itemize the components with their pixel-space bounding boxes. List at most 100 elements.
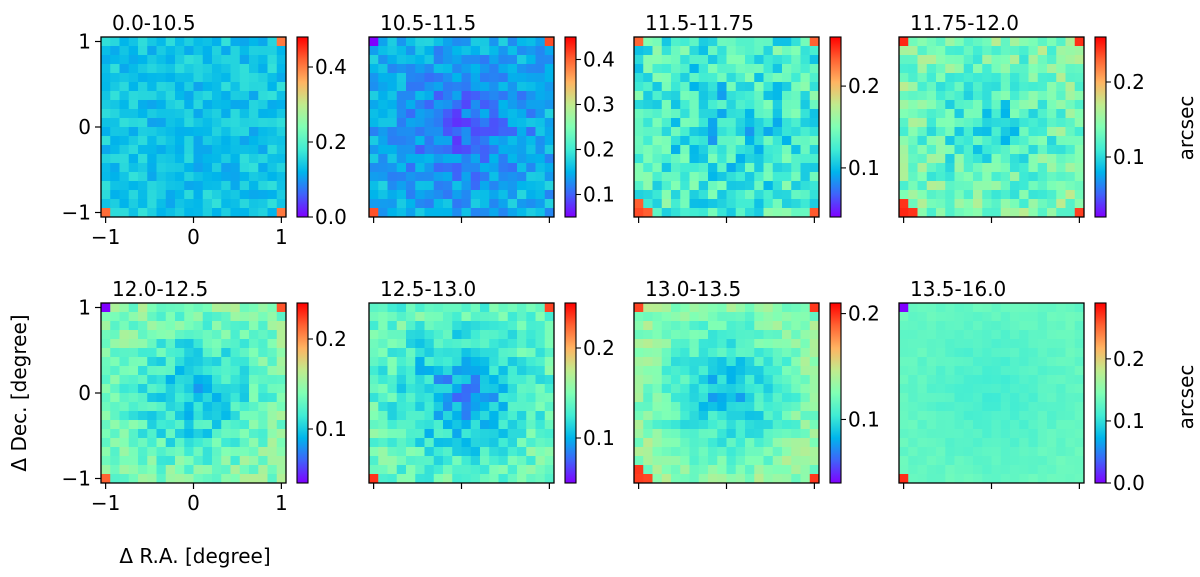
heatmap-cell bbox=[1028, 303, 1039, 313]
heatmap-cell bbox=[652, 375, 663, 385]
heatmap-cell bbox=[661, 199, 672, 209]
panel-title: 0.0-10.5 bbox=[112, 11, 196, 35]
heatmap-cell bbox=[433, 181, 444, 191]
heatmap-cell bbox=[1074, 402, 1085, 412]
heatmap-cell bbox=[378, 127, 388, 137]
heatmap-cell bbox=[276, 199, 287, 209]
heatmap-cell bbox=[535, 91, 546, 101]
heatmap-cell bbox=[544, 348, 555, 358]
heatmap-cell bbox=[452, 82, 462, 92]
heatmap-cell bbox=[396, 208, 407, 218]
heatmap-cell bbox=[258, 429, 268, 439]
heatmap-cell bbox=[917, 190, 928, 200]
heatmap-cell bbox=[791, 312, 801, 322]
heatmap-cell bbox=[101, 100, 111, 110]
heatmap-cell bbox=[991, 312, 1002, 322]
heatmap-cell bbox=[221, 393, 231, 403]
heatmap-cell bbox=[156, 330, 167, 340]
heatmap-cell bbox=[1010, 208, 1020, 218]
heatmap-cell bbox=[908, 429, 918, 439]
heatmap-cell bbox=[433, 46, 444, 56]
heatmap-cell bbox=[110, 375, 120, 385]
heatmap-cell bbox=[480, 321, 490, 331]
heatmap-cell bbox=[689, 82, 700, 92]
heatmap-cell bbox=[480, 420, 490, 430]
heatmap-cell bbox=[763, 127, 774, 137]
heatmap-cell bbox=[424, 411, 435, 421]
heatmap-cell bbox=[982, 154, 992, 164]
heatmap-cell bbox=[165, 73, 176, 83]
heatmap-cell bbox=[267, 348, 278, 358]
heatmap-cell bbox=[735, 429, 746, 439]
heatmap-cell bbox=[193, 420, 204, 430]
heatmap-cell bbox=[230, 402, 241, 412]
heatmap-cell bbox=[138, 447, 148, 457]
heatmap-cell bbox=[165, 136, 176, 146]
heatmap-cell bbox=[128, 312, 139, 322]
heatmap-cell bbox=[908, 411, 918, 421]
heatmap-cell bbox=[1037, 208, 1048, 218]
heatmap-cell bbox=[526, 465, 536, 475]
heatmap-cell bbox=[138, 82, 148, 92]
heatmap-cell bbox=[378, 420, 388, 430]
heatmap-cell bbox=[689, 321, 700, 331]
heatmap-cell bbox=[221, 91, 231, 101]
heatmap-cell bbox=[634, 163, 644, 173]
heatmap-cell bbox=[698, 100, 709, 110]
heatmap-cell bbox=[489, 100, 499, 110]
heatmap-cell bbox=[424, 321, 435, 331]
heatmap-cell bbox=[982, 91, 992, 101]
heatmap-cell bbox=[1019, 82, 1029, 92]
heatmap-cell bbox=[470, 46, 481, 56]
heatmap-cell bbox=[991, 37, 1002, 47]
heatmap-cell bbox=[689, 73, 700, 83]
heatmap-cell bbox=[945, 411, 955, 421]
heatmap-cell bbox=[378, 91, 388, 101]
heatmap-cell bbox=[369, 330, 379, 340]
heatmap-cell bbox=[1047, 429, 1057, 439]
heatmap-cell bbox=[717, 339, 727, 349]
heatmap-cell bbox=[782, 375, 792, 385]
heatmap-cell bbox=[800, 127, 811, 137]
heatmap-cell bbox=[800, 118, 811, 128]
heatmap-cell bbox=[230, 357, 241, 367]
colorbar-label-top: arcsec bbox=[1174, 96, 1198, 161]
heatmap-cell bbox=[1074, 73, 1085, 83]
heatmap-cell bbox=[917, 136, 928, 146]
heatmap-cell bbox=[424, 172, 435, 182]
heatmap-cell bbox=[1065, 366, 1076, 376]
heatmap-cell bbox=[480, 438, 490, 448]
heatmap-cell bbox=[763, 402, 774, 412]
heatmap-cell bbox=[1000, 199, 1011, 209]
heatmap-cell bbox=[708, 46, 718, 56]
heatmap-cell bbox=[1019, 181, 1029, 191]
heatmap-cell bbox=[1010, 136, 1020, 146]
heatmap-cell bbox=[680, 109, 690, 119]
heatmap-cell bbox=[184, 145, 194, 155]
heatmap-cell bbox=[899, 199, 909, 209]
heatmap-cell bbox=[202, 474, 213, 484]
heatmap-cell bbox=[745, 55, 755, 65]
heatmap-cell bbox=[1019, 384, 1029, 394]
heatmap-cell bbox=[424, 330, 435, 340]
heatmap-cell bbox=[452, 456, 462, 466]
heatmap-cell bbox=[517, 73, 527, 83]
heatmap-cell bbox=[800, 73, 811, 83]
heatmap-cell bbox=[138, 127, 148, 137]
heatmap-cell bbox=[689, 127, 700, 137]
heatmap-cell bbox=[387, 172, 398, 182]
heatmap-cell bbox=[461, 91, 472, 101]
heatmap-cell bbox=[735, 118, 746, 128]
heatmap-cell bbox=[643, 411, 653, 421]
heatmap-cell bbox=[945, 438, 955, 448]
heatmap-cell bbox=[982, 199, 992, 209]
heatmap-cell bbox=[954, 55, 965, 65]
heatmap-cell bbox=[735, 73, 746, 83]
heatmap-cell bbox=[498, 127, 509, 137]
heatmap-cell bbox=[165, 190, 176, 200]
heatmap-cell bbox=[193, 100, 204, 110]
heatmap-cell bbox=[110, 312, 120, 322]
heatmap-cell bbox=[267, 190, 278, 200]
heatmap-cell bbox=[991, 357, 1002, 367]
heatmap-cell bbox=[800, 91, 811, 101]
